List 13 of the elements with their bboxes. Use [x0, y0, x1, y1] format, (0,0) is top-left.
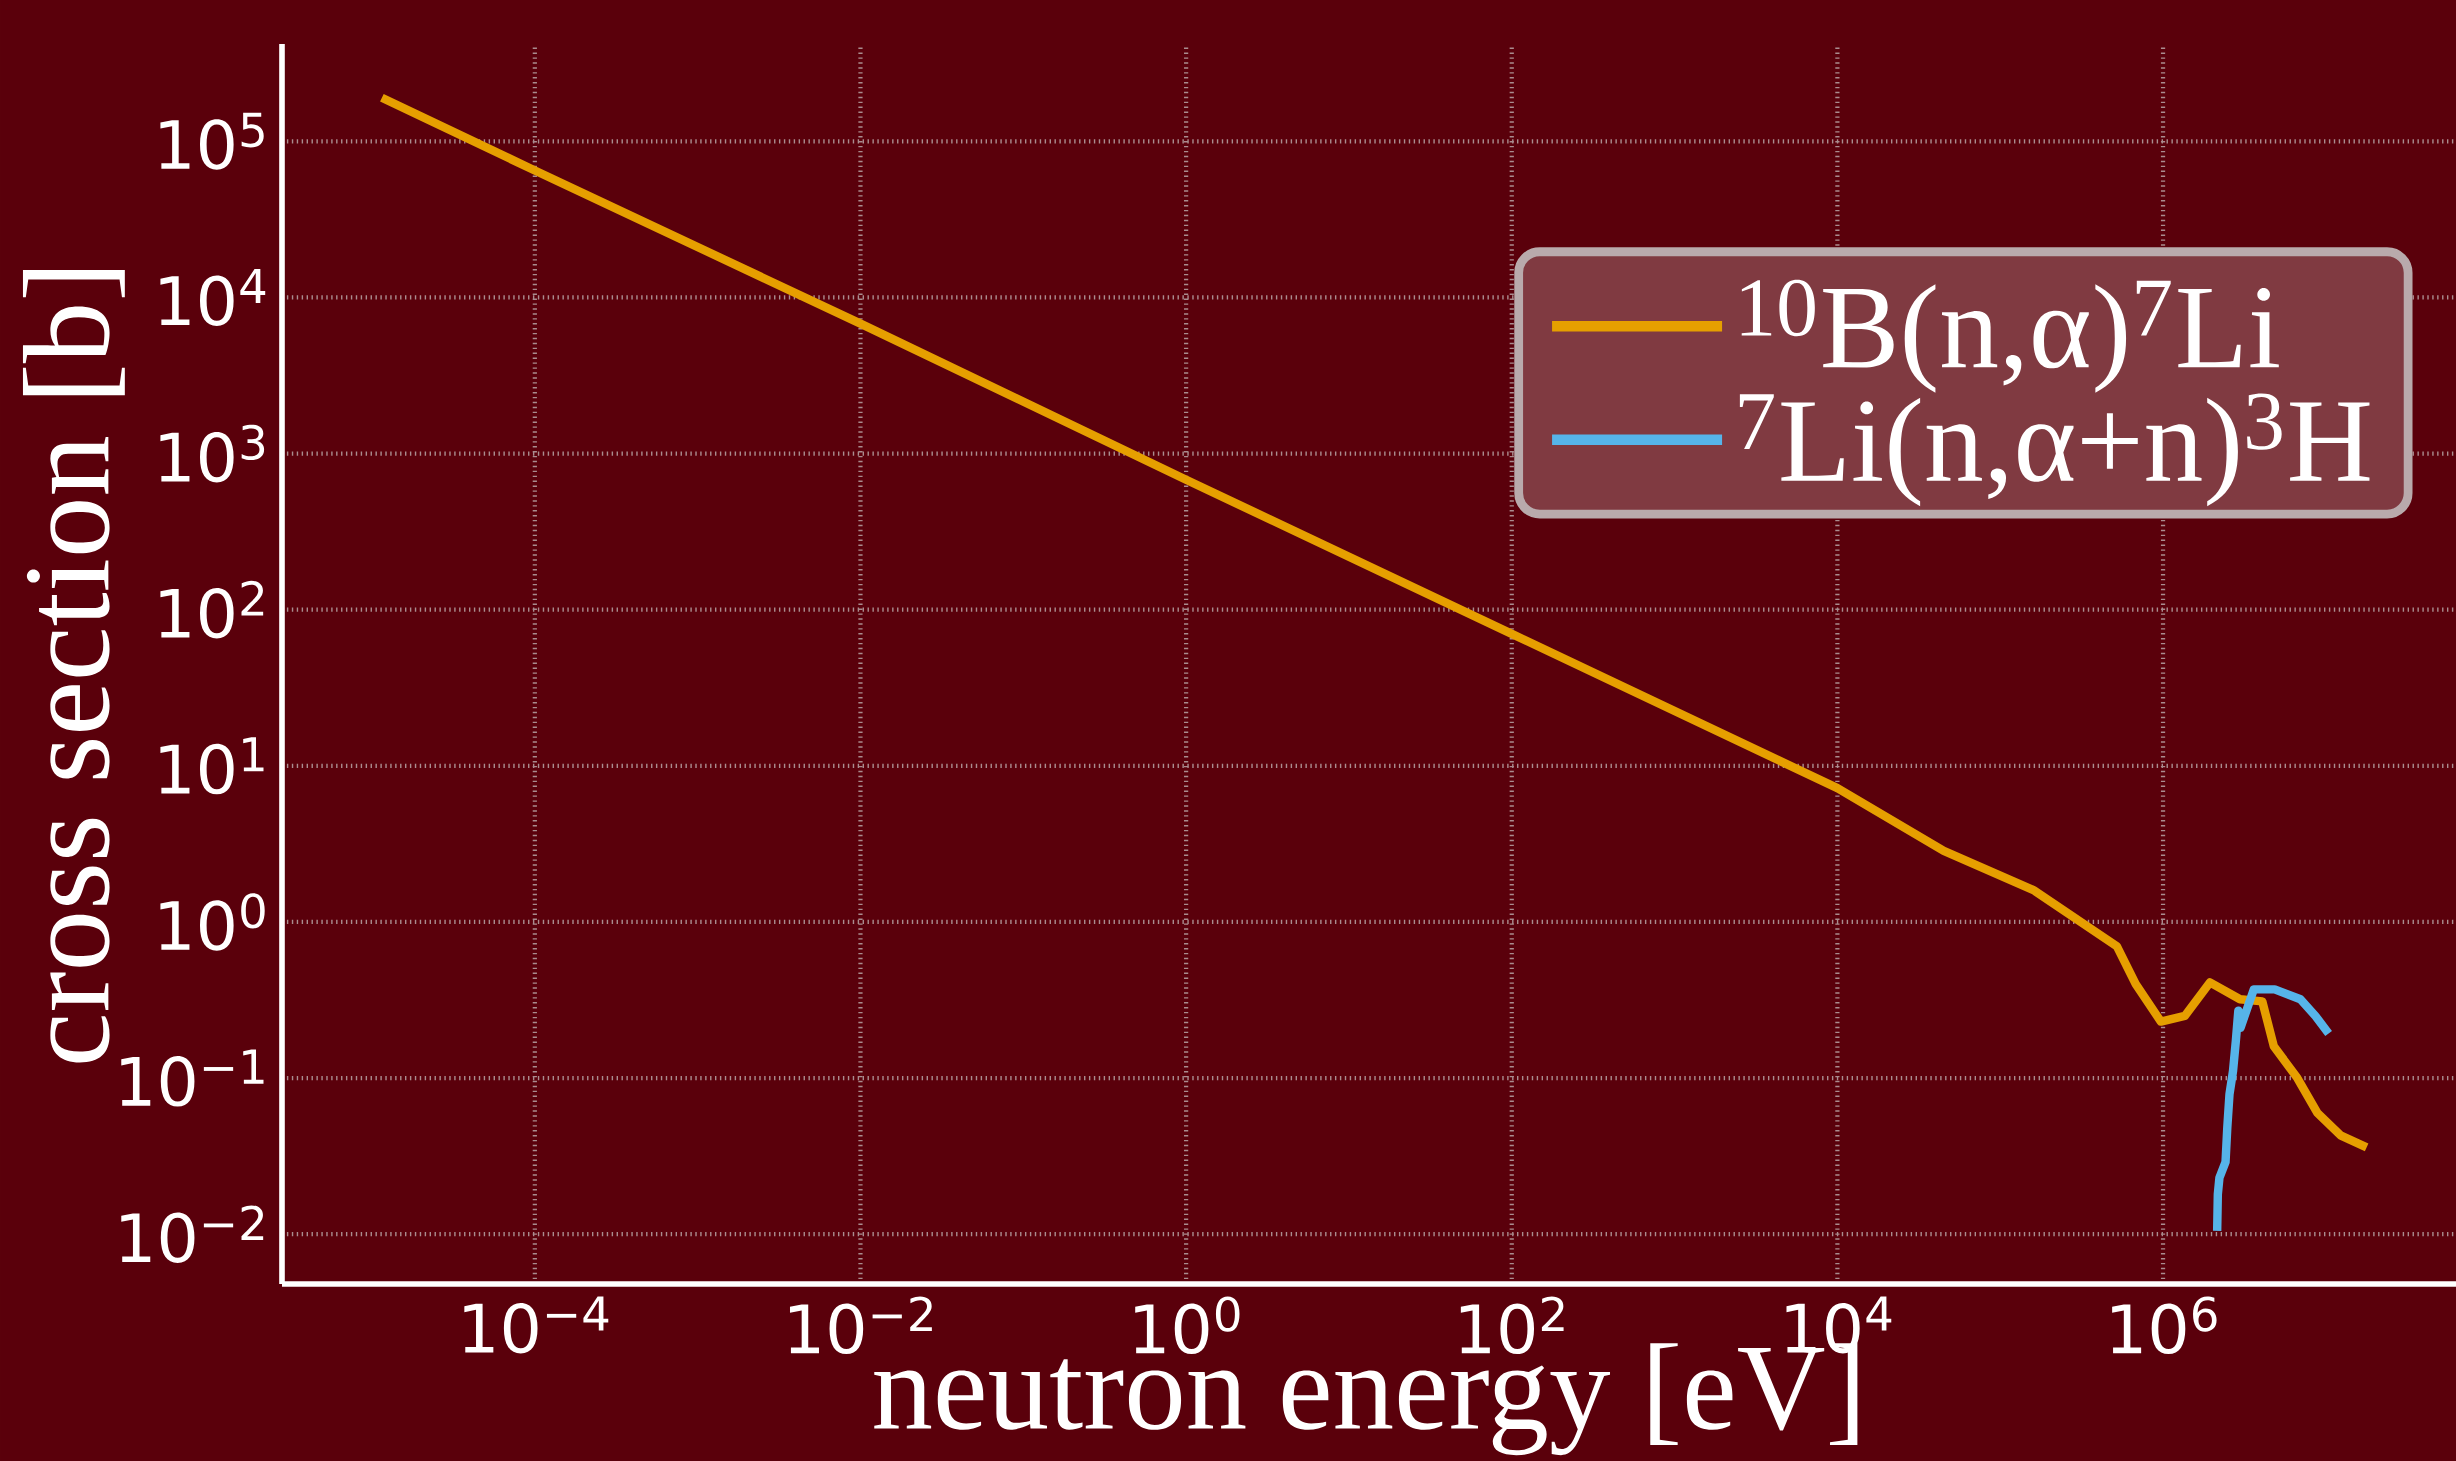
x-tick-label: 10$^{6}$ [2112, 1296, 2217, 1355]
y-tick-label: 10$^{1}$ [160, 737, 264, 795]
legend-label: $^{10}$B(n,α)$^{7}$Li [1741, 279, 2279, 393]
y-tick-label: 10$^{5}$ [160, 112, 264, 170]
x-tick-label: 10$^{2}$ [1460, 1296, 1564, 1355]
y-tick-label: 10$^{3}$ [160, 424, 265, 483]
y-tick-label: 10$^{2}$ [160, 580, 264, 639]
y-tick-label: 10$^{−2}$ [121, 1205, 264, 1264]
x-tick-label: 10$^{−4}$ [464, 1296, 609, 1354]
y-tick-label: 10$^{0}$ [160, 893, 265, 951]
y-tick-label: 10$^{4}$ [160, 268, 266, 326]
legend-label: $^{7}$Li(n,α+n)$^{3}$H [1739, 393, 2370, 507]
x-tick-label: 10$^{−2}$ [789, 1296, 932, 1355]
